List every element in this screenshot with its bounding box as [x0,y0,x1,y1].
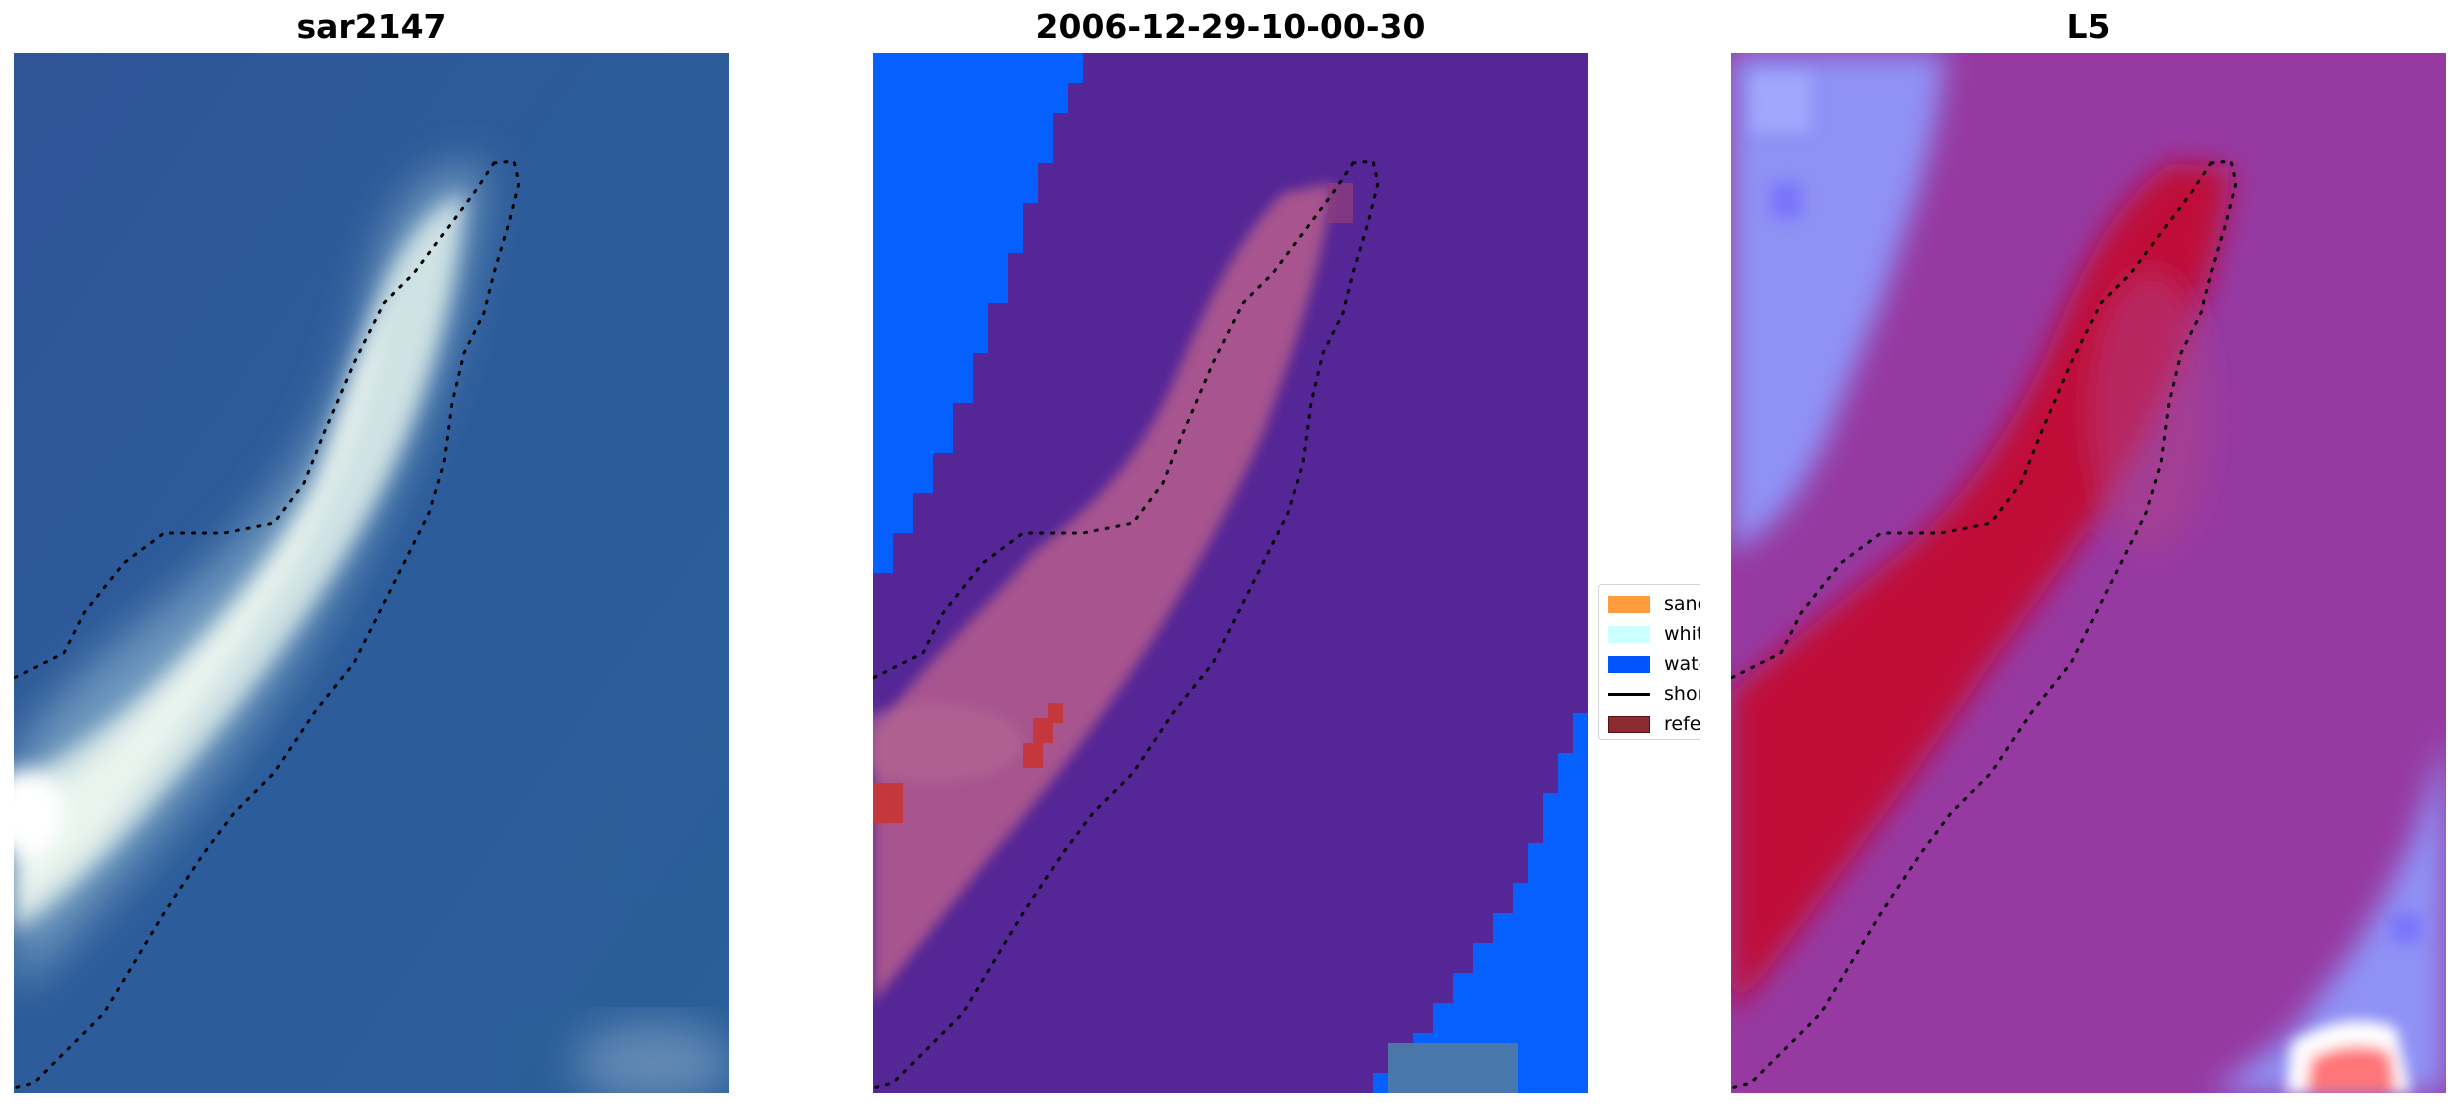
reference-pixel [873,783,903,823]
reference-swatch [1608,716,1650,733]
shoreline-rgb [14,159,521,1090]
classification-panel [873,53,1588,1093]
shoreline-classification [873,159,1380,1090]
sand-overlay [873,183,1333,1003]
shoreline-l5 [1731,159,2238,1090]
reference-pixel [1048,703,1063,723]
cloud-patch [1388,1043,1518,1093]
legend-label-whitewater: whitewater [1664,623,1700,645]
low-prob-region-upper [1731,53,1946,553]
legend-label-reference: reference [1664,713,1700,735]
legend-item-water: water [1599,651,1700,677]
low-prob-region-lower [2211,733,2446,1093]
water-region-lower [1373,713,1588,1093]
shoreline-line-marker [1608,693,1650,696]
whitewater-swatch [1608,626,1650,643]
panel-title-classification: 2006-12-29-10-00-30 [1035,7,1426,46]
rgb-image [14,53,729,1093]
panel-title-rgb: sar2147 [296,7,447,46]
shoreline-l5-upper [1731,161,2213,680]
legend-label-shoreline: shoreline [1664,683,1700,705]
shoreline-classification-upper [873,161,1355,680]
legend-label-sand: sand [1664,593,1700,615]
legend-item-shoreline: shoreline [1599,681,1700,707]
rgb-image-panel [14,53,729,1093]
sand-swatch [1608,596,1650,613]
legend-item-reference: reference [1599,711,1700,737]
sand-pixel [1328,183,1353,223]
l5-probability-map [1731,53,2446,1093]
legend-item-sand: sand [1599,591,1700,617]
legend: sand whitewater water shoreline referenc… [1598,584,1700,740]
classification-map [873,53,1588,1093]
water-swatch [1608,656,1650,673]
reference-pixel [1033,718,1053,743]
l5-panel [1731,53,2446,1093]
panel-title-l5: L5 [2066,7,2111,46]
water-region-upper [873,53,1083,573]
reference-pixel [1023,743,1043,768]
legend-label-water: water [1664,653,1700,675]
shoreline-rgb-upper [14,161,496,680]
legend-item-whitewater: whitewater [1599,621,1700,647]
